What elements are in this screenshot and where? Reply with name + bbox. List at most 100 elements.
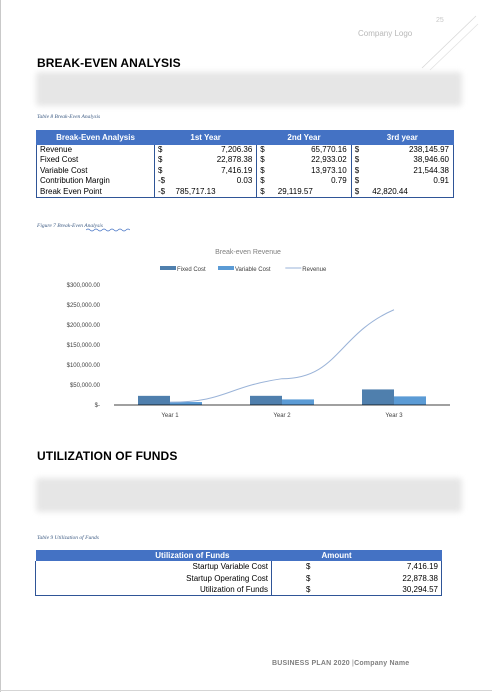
row-label: Revenue [36, 144, 155, 155]
table-row: Fixed Cost $ 22,878.38 $ 22,933.02 $ 38,… [36, 155, 455, 166]
chart-title: Break-even Revenue [215, 249, 281, 256]
currency-sign: $ [271, 584, 314, 596]
x-tick-label: Year 1 [161, 413, 179, 419]
row-label: Fixed Cost [36, 155, 155, 166]
cell-value: 0.03 [172, 176, 258, 187]
spellcheck-squiggle [86, 228, 130, 232]
cell-value: 38,946.60 [369, 155, 455, 166]
currency-sign: $ [271, 572, 314, 584]
page-edge [0, 0, 1, 692]
column-header: Utilization of Funds [35, 550, 272, 561]
page-edge-bottom [0, 690, 492, 691]
bar-variable-cost [282, 399, 314, 405]
cell-value: 30,294.57 [313, 584, 443, 596]
bar-fixed-cost [250, 395, 282, 405]
company-logo: Company Logo [358, 29, 413, 38]
row-label: Utilization of Funds [35, 584, 272, 596]
revenue-line [169, 309, 395, 403]
cell-value: 238,145.97 [369, 144, 455, 155]
chart-legend: Fixed Cost Variable Cost Revenue [160, 266, 327, 273]
column-header: 2nd Year [256, 130, 352, 145]
header-decoration-lines [421, 15, 479, 71]
figure-caption: Figure 7 Break-Even Analysis [37, 223, 103, 229]
footer-separator: | [349, 660, 355, 667]
currency-sign: $ [271, 561, 314, 573]
table-row: Utilization of Funds $ 30,294.57 [35, 584, 443, 596]
blurred-paragraph [36, 478, 462, 512]
x-tick-label: Year 2 [273, 413, 291, 419]
y-tick-label: $100,000.00 [67, 363, 101, 369]
cell-value: 22,878.38 [172, 155, 258, 166]
cell-value: 13,973.10 [274, 165, 352, 176]
column-header: 3rd year [350, 130, 455, 145]
bar-variable-cost [170, 402, 202, 405]
row-label: Break Even Point [36, 186, 155, 198]
table-row: Break Even Point -$ 785,717.13 $ 29,119.… [36, 186, 455, 198]
y-tick-label: $250,000.00 [67, 303, 101, 309]
y-tick-label: $300,000.00 [67, 283, 101, 289]
row-label: Startup Variable Cost [35, 561, 272, 573]
currency-sign: $ [350, 176, 370, 187]
currency-sign: $ [154, 155, 173, 166]
legend-label: Variable Cost [235, 267, 271, 273]
legend-swatch [218, 266, 234, 270]
cell-value: 785,717.13 [172, 186, 258, 198]
currency-sign: $ [350, 144, 370, 155]
legend-label: Fixed Cost [177, 267, 206, 273]
row-label: Contribution Margin [36, 176, 155, 187]
cell-value: 7,416.19 [313, 561, 443, 573]
line-revenue [169, 309, 395, 403]
cell-value: 0.91 [369, 176, 455, 187]
column-header: 1st Year [153, 130, 258, 145]
footer-company: Company Name [354, 660, 410, 667]
y-tick-label: $- [95, 403, 100, 409]
cell-value: 7,206.36 [172, 144, 258, 155]
footer-plan: BUSINESS PLAN 2020 [272, 660, 350, 667]
section-heading-break-even: BREAK-EVEN ANALYSIS [37, 56, 181, 70]
row-label: Startup Operating Cost [35, 572, 272, 584]
cell-value: 29,119.57 [274, 186, 352, 198]
table-header-row: Utilization of Funds Amount [35, 550, 442, 561]
currency-sign: $ [256, 144, 275, 155]
currency-sign: -$ [154, 176, 173, 187]
currency-sign: $ [256, 155, 275, 166]
x-axis: Year 1 Year 2 Year 3 [114, 404, 450, 419]
y-axis: $- $50,000.00 $100,000.00 $150,000.00 $200,0… [67, 283, 101, 409]
cell-value: 21,544.38 [369, 165, 455, 176]
currency-sign: $ [350, 186, 370, 198]
y-tick-label: $50,000.00 [70, 383, 101, 389]
currency-sign: -$ [154, 186, 173, 198]
legend-label: Revenue [302, 267, 327, 273]
cell-value: 42,820.44 [369, 186, 455, 198]
break-even-chart: Break-even Revenue Fixed Cost Variable Co… [67, 249, 450, 419]
currency-sign: $ [350, 155, 370, 166]
cell-value: 65,770.16 [274, 144, 352, 155]
currency-sign: $ [154, 165, 173, 176]
bar-fixed-cost [138, 395, 170, 405]
table-row: Startup Variable Cost $ 7,416.19 [35, 561, 443, 573]
table-caption: Table 8 Break-Even Analysis [37, 114, 101, 120]
y-tick-label: $200,000.00 [67, 323, 101, 329]
currency-sign: $ [256, 176, 275, 187]
currency-sign: $ [350, 165, 370, 176]
currency-sign: $ [154, 144, 173, 155]
bar-fixed-cost [362, 389, 394, 405]
currency-sign: $ [256, 165, 275, 176]
utilization-table: Utilization of Funds Amount Startup Vari… [35, 550, 443, 596]
page-number: 25 [436, 17, 444, 24]
cell-value: 22,933.02 [274, 155, 352, 166]
blurred-paragraph [36, 72, 462, 106]
bar-variable-cost [394, 396, 426, 405]
table-row: Startup Operating Cost $ 22,878.38 [35, 572, 443, 584]
cell-value: 0.79 [274, 176, 352, 187]
x-tick-label: Year 3 [385, 413, 403, 419]
break-even-table: Break-Even Analysis 1st Year 2nd Year 3r… [36, 130, 455, 198]
table-row: Revenue $ 7,206.36 $ 65,770.16 $ 238,145… [36, 144, 455, 155]
table-header-row: Break-Even Analysis 1st Year 2nd Year 3r… [36, 130, 455, 145]
y-tick-label: $150,000.00 [67, 343, 101, 349]
column-header: Break-Even Analysis [36, 130, 155, 145]
section-heading-utilization: UTILIZATION OF FUNDS [37, 449, 178, 463]
page-footer: BUSINESS PLAN 2020 |Company Name [272, 660, 409, 667]
table-row: Variable Cost $ 7,416.19 $ 13,973.10 $ 2… [36, 165, 455, 176]
currency-sign: $ [256, 186, 275, 198]
